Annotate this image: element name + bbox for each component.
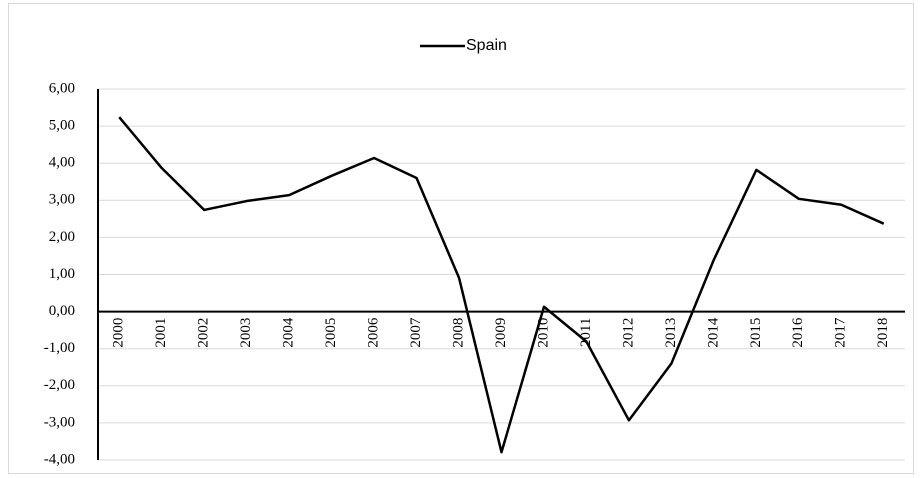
- x-tick-label: 2018: [875, 318, 891, 348]
- x-tick-label: 2008: [450, 318, 466, 348]
- x-tick-label: 2014: [705, 317, 721, 348]
- y-tick-label: 5,00: [49, 118, 75, 134]
- chart-border: [8, 3, 914, 474]
- legend-label: Spain: [466, 37, 507, 54]
- y-tick-label: 1,00: [49, 266, 75, 282]
- y-tick-label: -1,00: [44, 340, 75, 356]
- y-tick-label: 0,00: [49, 303, 75, 319]
- x-tick-label: 2000: [111, 318, 127, 348]
- x-tick-label: 2007: [408, 317, 424, 348]
- x-tick-label: 2005: [323, 318, 339, 348]
- x-tick-label: 2001: [153, 318, 169, 348]
- y-tick-label: 2,00: [49, 229, 75, 245]
- y-tick-label: 3,00: [49, 192, 75, 208]
- y-tick-label: 4,00: [49, 155, 75, 171]
- x-tick-label: 2003: [238, 318, 254, 348]
- x-tick-label: 2017: [833, 317, 849, 348]
- x-tick-label: 2012: [620, 318, 636, 348]
- y-tick-label: -3,00: [44, 414, 75, 430]
- x-tick-label: 2004: [281, 317, 297, 348]
- x-tick-label: 2013: [663, 318, 679, 348]
- x-tick-label: 2010: [535, 318, 551, 348]
- x-tick-label: 2015: [748, 318, 764, 348]
- x-tick-label: 2006: [366, 317, 382, 348]
- x-tick-label: 2011: [578, 318, 594, 347]
- x-tick-label: 2016: [790, 317, 806, 348]
- x-tick-label: 2002: [196, 318, 212, 348]
- y-tick-label: 6,00: [49, 80, 75, 96]
- line: [118, 116, 885, 454]
- x-tick-label: 2009: [493, 318, 509, 348]
- y-tick-label: -4,00: [44, 451, 75, 467]
- y-tick-label: -2,00: [44, 377, 75, 393]
